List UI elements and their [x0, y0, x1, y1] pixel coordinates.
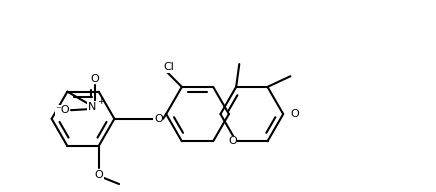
Text: O: O — [154, 114, 163, 124]
Text: +: + — [97, 97, 105, 106]
Text: ⁻O: ⁻O — [55, 105, 70, 115]
Text: O: O — [90, 74, 99, 84]
Text: N: N — [88, 102, 96, 112]
Text: O: O — [228, 136, 237, 146]
Text: Cl: Cl — [164, 62, 174, 72]
Text: O: O — [94, 170, 103, 180]
Text: O: O — [291, 109, 300, 119]
